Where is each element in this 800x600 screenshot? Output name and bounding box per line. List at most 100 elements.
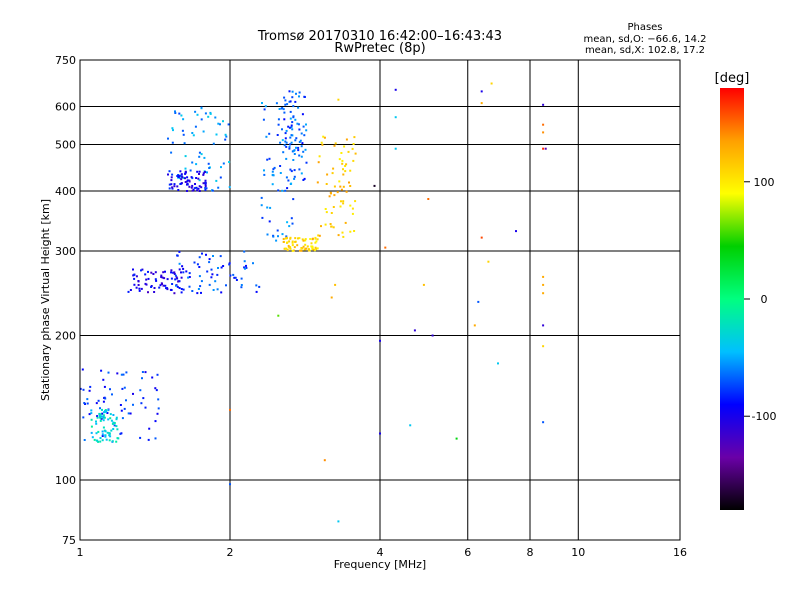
data-point — [163, 277, 166, 280]
data-point — [307, 249, 310, 252]
data-point — [140, 402, 143, 405]
data-point — [102, 415, 105, 418]
data-point — [255, 284, 258, 287]
data-point — [243, 266, 246, 269]
data-point — [277, 314, 280, 317]
data-point — [132, 268, 134, 271]
data-point — [123, 386, 126, 389]
data-point — [330, 225, 333, 228]
data-point — [106, 412, 109, 414]
data-point — [173, 183, 176, 186]
data-point — [115, 425, 118, 428]
data-point — [394, 116, 397, 119]
data-point — [101, 408, 103, 411]
data-point — [99, 417, 102, 420]
data-point — [207, 115, 210, 118]
data-point — [349, 169, 352, 172]
data-point — [260, 196, 263, 199]
data-point — [301, 238, 304, 241]
data-point — [112, 414, 115, 416]
data-point — [160, 274, 163, 277]
data-point — [336, 191, 339, 194]
data-point — [455, 437, 458, 440]
data-point — [82, 416, 85, 419]
data-point — [334, 283, 337, 286]
data-point — [111, 422, 114, 425]
data-point — [261, 102, 263, 104]
data-point — [542, 131, 545, 134]
data-point — [145, 278, 148, 281]
data-point — [157, 398, 160, 401]
data-point — [203, 156, 206, 159]
y-tick-label: 400 — [55, 185, 76, 198]
data-point — [292, 249, 295, 252]
data-point — [285, 145, 288, 148]
data-point — [342, 235, 345, 238]
data-point — [384, 246, 387, 249]
data-point — [205, 253, 207, 256]
data-point — [337, 98, 340, 101]
data-point — [297, 237, 299, 240]
data-point — [102, 419, 105, 422]
data-point — [200, 280, 203, 283]
data-point — [153, 287, 156, 289]
data-point — [285, 247, 288, 250]
data-point — [272, 235, 275, 238]
data-point — [379, 432, 381, 435]
data-point — [340, 152, 343, 154]
data-point — [490, 82, 493, 85]
data-point — [183, 142, 186, 145]
data-point — [284, 247, 287, 250]
data-point — [331, 172, 334, 175]
data-point — [542, 123, 545, 126]
data-point — [79, 387, 82, 390]
data-point — [195, 163, 198, 166]
data-point — [188, 276, 191, 278]
data-point — [283, 96, 286, 99]
data-point — [116, 437, 119, 440]
data-point — [222, 265, 225, 267]
data-point — [285, 235, 288, 238]
data-point — [156, 373, 159, 376]
data-point — [198, 256, 201, 259]
data-point — [263, 173, 266, 176]
data-point — [184, 181, 187, 183]
data-point — [198, 185, 201, 188]
data-point — [349, 204, 352, 207]
data-point — [211, 189, 214, 192]
data-point — [220, 266, 223, 269]
data-point — [197, 288, 200, 290]
data-point — [95, 432, 98, 435]
data-point — [182, 267, 185, 270]
data-point — [99, 419, 102, 422]
data-point — [121, 387, 124, 390]
data-point — [227, 123, 230, 126]
data-point — [132, 392, 134, 395]
data-point — [351, 212, 354, 215]
y-tick-label: 750 — [55, 54, 76, 67]
data-point — [140, 287, 143, 290]
data-point — [300, 132, 303, 135]
data-point — [101, 439, 104, 442]
data-point — [166, 288, 169, 291]
data-point — [222, 120, 224, 123]
data-point — [95, 402, 98, 405]
data-point — [542, 283, 545, 286]
data-point — [338, 158, 341, 161]
data-point — [119, 404, 122, 406]
data-point — [323, 136, 326, 139]
data-point — [102, 400, 105, 403]
data-point — [318, 155, 321, 158]
data-point — [132, 403, 134, 406]
data-point — [272, 174, 275, 177]
data-point — [133, 273, 136, 276]
data-point — [174, 274, 177, 277]
data-point — [287, 244, 290, 247]
data-point — [290, 126, 293, 129]
data-point — [302, 179, 305, 181]
data-point — [202, 173, 205, 176]
data-point — [286, 241, 289, 244]
data-point — [228, 263, 231, 266]
data-point — [325, 211, 328, 214]
data-point — [341, 162, 344, 165]
